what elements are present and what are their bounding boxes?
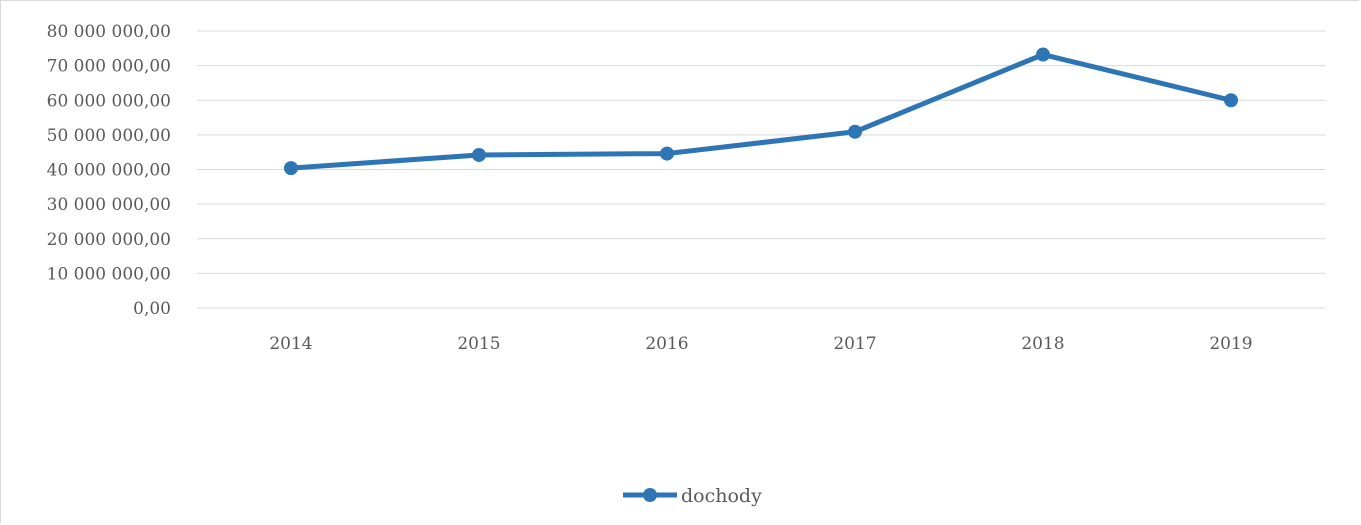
- y-tick-label: 40 000 000,00: [47, 161, 171, 181]
- series-line: [288, 52, 1234, 171]
- x-tick-label: 2016: [645, 334, 688, 354]
- y-tick-label: 60 000 000,00: [47, 91, 171, 111]
- x-tick-label: 2017: [833, 334, 876, 354]
- x-axis-tick-labels: 2014 2015 2016 2017 2018 2019: [269, 334, 1252, 354]
- y-tick-label: 80 000 000,00: [47, 22, 171, 42]
- y-tick-label: 20 000 000,00: [47, 230, 171, 250]
- x-tick-label: 2019: [1209, 334, 1252, 354]
- y-tick-label: 70 000 000,00: [47, 57, 171, 77]
- gridlines: [197, 30, 1325, 309]
- legend-entry-dochody: dochody: [681, 485, 762, 507]
- y-axis-tick-labels: 0,00 10 000 000,00 20 000 000,00 30 000 000…: [47, 22, 171, 319]
- data-point: [660, 146, 674, 161]
- y-tick-label: 30 000 000,00: [47, 195, 171, 215]
- x-tick-label: 2015: [457, 334, 500, 354]
- x-tick-label: 2014: [269, 334, 312, 354]
- legend: dochody: [623, 485, 762, 507]
- series-dochody: [284, 47, 1238, 176]
- y-tick-label: 50 000 000,00: [47, 126, 171, 146]
- data-point: [848, 124, 862, 139]
- data-point: [284, 161, 298, 176]
- y-tick-label: 10 000 000,00: [47, 264, 171, 284]
- y-tick-label: 0,00: [133, 299, 171, 319]
- data-point: [472, 147, 486, 162]
- x-tick-label: 2018: [1021, 334, 1064, 354]
- data-point: [1036, 47, 1050, 62]
- data-point: [1224, 93, 1238, 108]
- legend-swatch-marker: [643, 488, 657, 502]
